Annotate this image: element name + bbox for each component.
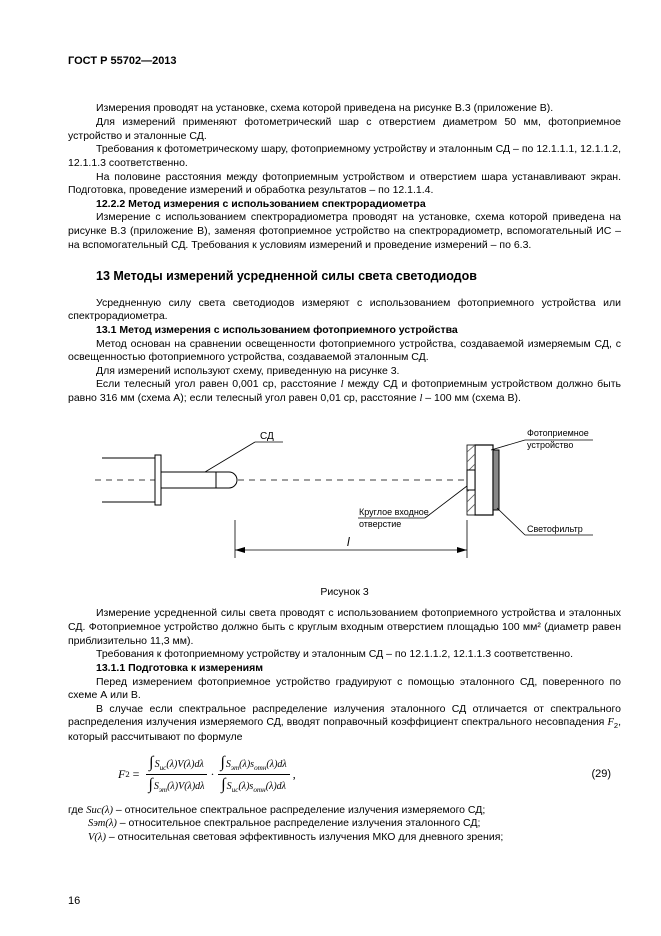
paragraph: В случае если спектральное распределение… [68,703,621,745]
where-block: где Sис(λ) – относительное спектральное … [68,804,621,845]
heading-13-1-1: 13.1.1 Подготовка к измерениям [68,662,621,676]
paragraph: Измерение с использованием спектрорадиом… [68,211,621,252]
figure-3-caption: Рисунок 3 [68,586,621,600]
paragraph: Требования к фотоприемному устройству и … [68,648,621,662]
figure-3: СД Фотоприемное устройство [68,420,621,580]
page-number: 16 [68,894,80,908]
paragraph: Требования к фотометрическому шару, фото… [68,143,621,170]
doc-header: ГОСТ Р 55702—2013 [68,54,621,68]
heading-13-1: 13.1 Метод измерения с использованием фо… [68,324,621,338]
fig-label-hole-1: Круглое входное [359,507,429,517]
paragraph: Измерения проводят на установке, схема к… [68,102,621,116]
fig-label-filter: Светофильтр [527,524,583,534]
paragraph: Перед измерением фотоприемное устройство… [68,676,621,703]
paragraph: На половине расстояния между фотоприемны… [68,171,621,198]
paragraph: Для измерений используют схему, приведен… [68,365,621,379]
fig-label-hole-2: отверстие [359,519,401,529]
section-13-title: 13 Методы измерений усредненной силы све… [96,268,621,284]
fig-label-photo-1: Фотоприемное [527,428,589,438]
paragraph: Метод основан на сравнении освещенности … [68,338,621,365]
equation-29: F2 = ∫Sис(λ)V(λ)dλ ∫Sэт(λ)V(λ)dλ · ∫Sэт(… [118,753,621,796]
fig-label-l: l [347,535,350,549]
paragraph: Если телесный угол равен 0,001 ср, расст… [68,378,621,405]
paragraph: Усредненную силу света светодиодов измер… [68,297,621,324]
paragraph: Для измерений применяют фотометрический … [68,116,621,143]
heading-12-2-2: 12.2.2 Метод измерения с использованием … [68,198,621,212]
fig-label-sd: СД [260,431,274,442]
paragraph: Измерение усредненной силы света проводя… [68,607,621,648]
fig-label-photo-2: устройство [527,440,573,450]
equation-number: (29) [591,767,611,781]
